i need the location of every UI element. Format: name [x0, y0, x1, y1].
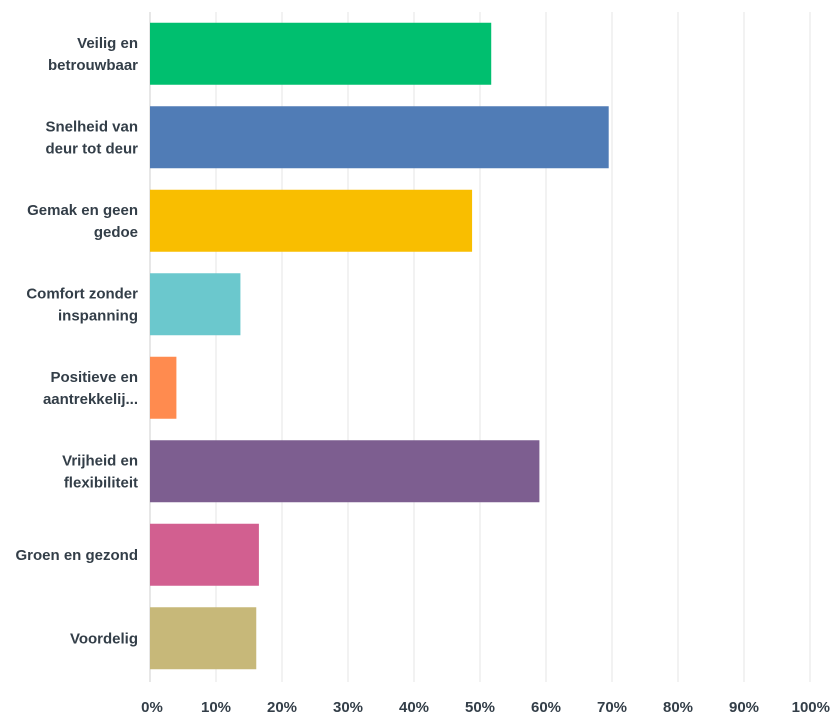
bar [150, 523, 259, 586]
bar [150, 607, 257, 670]
x-tick-label: 30% [333, 699, 363, 716]
x-tick-label: 70% [597, 699, 627, 716]
x-tick-label: 50% [465, 699, 495, 716]
x-tick-label: 80% [663, 699, 693, 716]
x-tick-label: 10% [201, 699, 231, 716]
category-label: Gemak en geen gedoe [27, 202, 138, 241]
x-tick-label: 100% [792, 699, 830, 716]
bar [150, 356, 177, 419]
x-tick-label: 0% [141, 699, 163, 716]
category-label: Groen en gezond [15, 547, 138, 564]
bar [150, 22, 492, 85]
x-tick-label: 40% [399, 699, 429, 716]
category-label: Voordelig [70, 630, 138, 647]
x-tick-label: 60% [531, 699, 561, 716]
bars [150, 22, 609, 670]
bar [150, 440, 540, 503]
category-labels: Veilig en betrouwbaar Snelheid van deur tot… [15, 35, 138, 648]
x-tick-label: 90% [729, 699, 759, 716]
bar [150, 189, 473, 252]
x-tick-label: 20% [267, 699, 297, 716]
category-label: Comfort zonder inspanning [26, 285, 138, 324]
bar [150, 273, 241, 336]
category-label: Vrijheid en flexibiliteit [62, 452, 138, 491]
category-label: Veilig en betrouwbaar [48, 35, 138, 74]
category-label: Snelheid van deur tot deur [45, 118, 138, 157]
x-axis-ticks: 0% 10% 20% 30% 40% 50% 60% 70% 80% 90% 100% [141, 699, 830, 716]
category-label: Positieve en aantrekkelij... [43, 369, 138, 408]
bar [150, 106, 609, 169]
